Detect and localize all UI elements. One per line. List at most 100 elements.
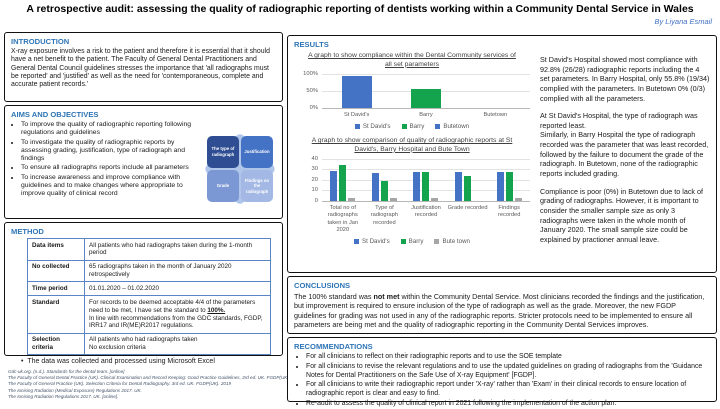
y-axis-tick-label: 40 [311,155,318,162]
y-axis-tick-label: 0 [314,197,318,204]
legend-label: Butetown [443,123,470,131]
x-axis-category-label: Findings recorded [497,204,521,219]
aims-panel: AIMS AND OBJECTIVES To improve the quali… [4,105,283,219]
bar-barry [505,172,513,201]
bar-st-david-s [455,172,463,201]
chart1-title: A graph to show compliance within the De… [308,52,516,68]
chart2-category-labels: Total no of radiographs taken in Jan 202… [294,205,530,235]
reference-line: The Faculty of General Practice (UK). Se… [8,381,232,387]
recommendations-bullet-list: For all clinicians to reflect on their r… [294,353,710,409]
results-narrative: St David's Hospital showed most complian… [540,51,710,245]
aims-bullet: To investigate the quality of radiograph… [21,139,204,164]
method-row-value: 01.01.2020 – 01.02.2020 [84,281,271,297]
reference-line: Gdc-uk.org. (n.d.). Standards for the de… [8,369,125,374]
results-paragraph: At St David's Hospital, the type of radi… [540,111,698,130]
reference-line: The Faculty of General Dental Practice (… [8,375,302,381]
aims-bullet: To increase awareness and improve compli… [21,174,204,199]
bar-barry [339,165,347,201]
legend-label: Barry [408,238,424,246]
legend-swatch-icon [401,124,407,130]
legend-swatch-icon [434,239,440,245]
legend-entry: Barry [401,123,425,131]
method-table-row: Time period 01.01.2020 – 01.02.2020 [27,281,271,297]
method-heading: METHOD [11,227,44,236]
method-row-label: No collected [27,259,85,283]
legend-swatch-icon [400,239,406,245]
conclusions-heading: CONCLUSIONS [294,281,351,290]
method-table-row: No collected 65 radiographs taken in the … [27,259,271,283]
reference-line: The Ionising Radiation (Medical Exposure… [8,387,142,393]
results-paragraph: Similarly, in Barry Hospital the type of… [540,130,709,179]
conclusions-panel: CONCLUSIONS The 100% standard was not me… [287,276,717,334]
recommendation-bullet: For all clinicians to reflect on their r… [306,353,710,362]
recommendation-bullet: For all clinicians to write their radiog… [306,381,710,399]
bar-st-david-s [496,172,504,201]
legend-entry: Butetown [435,123,469,130]
conclusion-text-pre: The 100% standard was [294,292,374,301]
bar-st-david-s [371,173,379,201]
bar-bute-town [514,197,522,201]
conclusions-body: The 100% standard was not met within the… [294,292,710,329]
recommendations-panel: RECOMMENDATIONS For all clinicians to re… [287,337,717,407]
parameters-matrix-diagram: The type of radiograph Justification Gra… [203,132,277,206]
bar-st-david-s [413,172,421,201]
charts-column: A graph to show compliance within the De… [294,51,530,245]
gridline [322,158,530,160]
legend-label: Bute town [442,238,470,246]
aims-bullet-list: To improve the quality of radiographic r… [11,121,204,205]
compliance-bar-chart: A graph to show compliance within the De… [294,52,530,130]
bar-barry [380,180,388,201]
legend-label: Barry [409,123,425,131]
method-row-value: For records to be deemed acceptable 4/4 … [84,295,271,334]
legend-swatch-icon [435,124,441,130]
x-axis-category-label: Barry [419,111,433,118]
chart2-title: A graph to show comparison of quality of… [311,137,513,153]
quadrant-type-of-radiograph: The type of radiograph [207,136,239,168]
y-axis-tick-label: 50% [306,87,318,94]
aims-bullet: To ensure all radiographs reports includ… [21,164,204,172]
results-heading: RESULTS [294,40,329,49]
quadrant-grid: The type of radiograph Justification Gra… [207,136,273,202]
aims-heading: AIMS AND OBJECTIVES [11,110,99,119]
y-axis-tick-label: 30 [311,166,318,173]
x-axis-category-label: Grade recorded [447,204,488,211]
results-panel: RESULTS A graph to show compliance withi… [287,35,717,273]
method-panel: METHOD Data items All patients who had ra… [4,222,283,365]
method-row-label: Standard [27,295,85,334]
x-axis-category-label: Justification recorded [411,204,441,219]
conclusion-text-post: within the Community Dental Service. Mos… [294,292,705,330]
method-row-label: Data items [27,238,85,261]
method-row-value: All patients who had radiographs taken No… [84,332,271,356]
chart1-category-labels: St David's Barry Butetown [294,112,530,119]
recommendation-bullet: For all clinicians to revise the relevan… [306,363,710,381]
legend-label: St David's [362,123,391,131]
legend-entry: St David's [354,238,390,245]
x-axis-category-label: Total no of radiographs taken in Jan 202… [327,204,359,233]
reference-line: The Ionising Radiation Regulations 2017.… [8,393,119,399]
introduction-heading: INTRODUCTION [11,37,70,46]
gridline [322,169,530,171]
page-title: A retrospective audit: assessing the qua… [26,3,694,15]
bar-barry [464,175,472,201]
y-axis-tick-label: 100% [303,70,318,77]
x-axis-category-label: Butetown [483,111,508,118]
bar-bute-town [431,197,439,201]
method-row-value: 65 radiographs taken in the month of Jan… [84,259,271,283]
author-byline: By Liyana Esmail [654,17,712,26]
chart2-legend: St David's Barry Bute town [294,238,530,245]
y-axis-tick-label: 10 [311,187,318,194]
gridline [322,73,530,75]
method-table-row: Standard For records to be deemed accepta… [27,295,271,334]
legend-entry: Bute town [434,238,470,245]
method-table-row: Selection criteria All patients who had r… [27,332,271,356]
chart1-legend: St David's Barry Butetown [294,123,530,130]
reference-list: Gdc-uk.org. (n.d.). Standards for the de… [8,369,328,400]
recommendations-heading: RECOMMENDATIONS [294,342,373,351]
method-row-value: All patients who had radiographs taken d… [84,238,271,261]
legend-swatch-icon [354,239,359,245]
aims-bullet: To improve the quality of radiographic r… [21,121,204,138]
method-row-label: Time period [27,281,85,297]
conclusion-text-bold: not met [373,292,400,301]
quadrant-justification: Justification [241,136,273,168]
